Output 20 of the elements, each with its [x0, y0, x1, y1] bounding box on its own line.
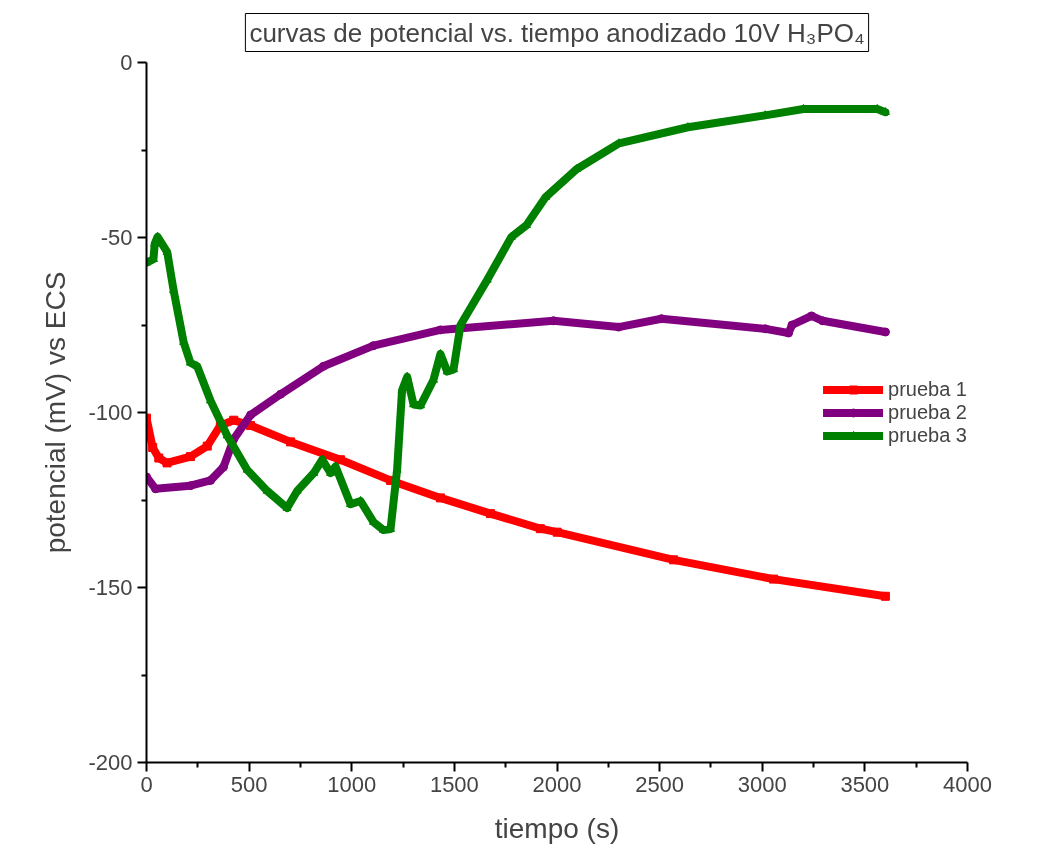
x-tick-label: 500 [230, 771, 268, 797]
x-tick-label: 3500 [840, 771, 890, 797]
y-axis-title: potencial (mV) vs ECS [40, 271, 72, 554]
legend-label: prueba 1 [888, 377, 967, 401]
legend-label: prueba 3 [888, 423, 967, 447]
x-tick-label: 3000 [737, 771, 787, 797]
x-tick-label: 2500 [635, 771, 685, 797]
y-tick-label: -150 [88, 575, 133, 600]
legend-label: prueba 2 [888, 400, 967, 424]
y-tick-label: -100 [88, 400, 133, 425]
y-tick-label: -200 [88, 750, 133, 775]
x-tick-label: 4000 [943, 771, 992, 797]
y-tick-label: -50 [100, 225, 133, 250]
x-tick-label: 1500 [429, 771, 479, 797]
x-tick-label: 1000 [327, 771, 377, 797]
x-tick-label: 2000 [532, 771, 582, 797]
y-tick-label: 0 [120, 50, 133, 75]
chart-title: curvas de potencial vs. tiempo anodizado 10V H₃PO₄ [249, 17, 865, 48]
x-axis-title: tiempo (s) [494, 812, 620, 844]
x-tick-label: 0 [140, 771, 153, 797]
